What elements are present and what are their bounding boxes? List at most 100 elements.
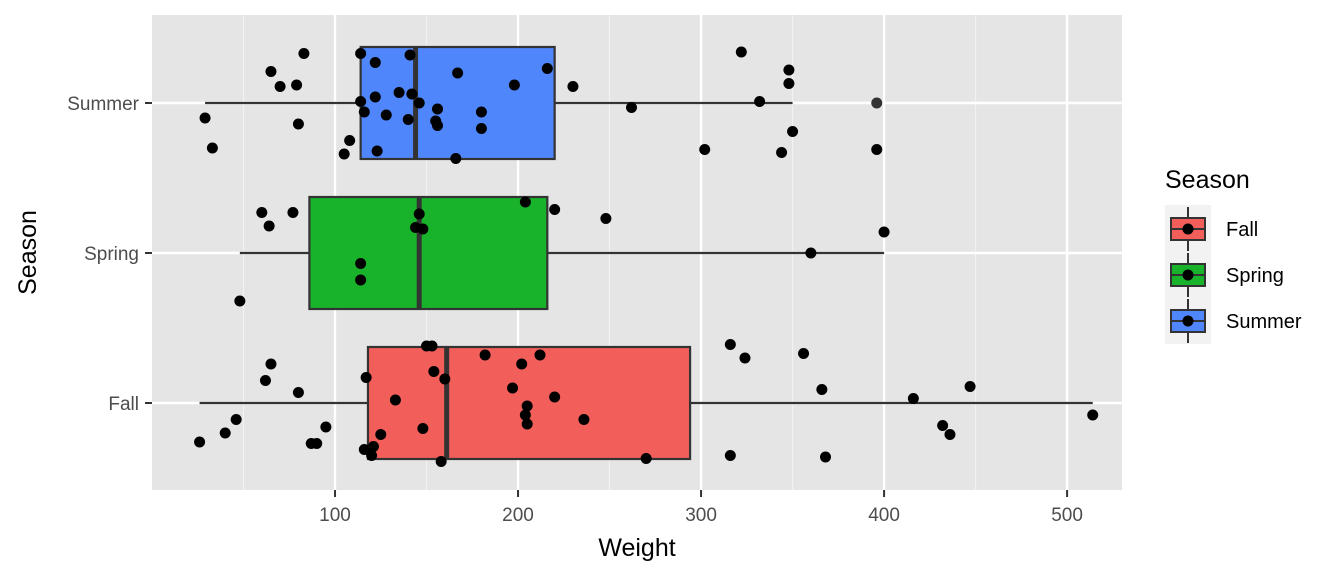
data-point: [816, 384, 828, 395]
data-point: [549, 391, 561, 403]
data-point: [355, 274, 367, 286]
data-point: [355, 48, 367, 59]
data-point: [389, 394, 401, 406]
data-point: [871, 144, 883, 155]
data-point: [475, 123, 487, 134]
data-point: [452, 67, 464, 79]
data-point: [534, 349, 546, 361]
x-axis-title: Weight: [598, 534, 675, 562]
data-point: [206, 142, 218, 154]
data-point: [735, 46, 747, 58]
data-point: [320, 421, 332, 433]
legend-item-spring: Spring: [1170, 253, 1284, 297]
legend-item-summer: Summer: [1170, 299, 1302, 343]
data-point: [199, 112, 211, 124]
data-point: [450, 153, 462, 164]
data-point: [369, 57, 381, 68]
data-point: [432, 103, 444, 115]
data-point: [371, 145, 383, 157]
data-point: [194, 436, 206, 448]
data-point: [256, 207, 268, 218]
data-point: [219, 427, 231, 439]
data-point: [739, 352, 751, 364]
data-point: [475, 106, 487, 118]
data-point: [798, 348, 810, 359]
data-point: [432, 120, 444, 131]
data-point: [291, 79, 303, 91]
data-point: [274, 81, 286, 92]
data-point: [439, 373, 451, 385]
data-point: [516, 358, 528, 370]
data-point: [754, 96, 766, 107]
data-point: [699, 144, 711, 155]
data-point: [521, 400, 533, 412]
data-point: [426, 340, 438, 352]
data-point: [230, 414, 242, 425]
data-point: [578, 414, 590, 425]
data-point: [549, 204, 561, 215]
data-point: [406, 88, 418, 100]
data-point: [360, 372, 372, 383]
legend-label: Spring: [1226, 265, 1284, 287]
data-point: [435, 456, 447, 467]
data-point: [878, 226, 890, 238]
legend-key-point: [1182, 269, 1194, 281]
data-point: [600, 213, 612, 224]
data-point: [393, 87, 405, 98]
data-point: [355, 96, 367, 107]
data-point: [292, 118, 304, 130]
data-point: [417, 223, 429, 235]
data-point: [413, 208, 425, 220]
data-point: [944, 429, 956, 440]
data-point: [519, 196, 531, 208]
data-point: [776, 147, 788, 158]
data-point: [358, 444, 370, 455]
data-point: [402, 114, 414, 125]
data-point: [519, 409, 531, 421]
x-tick-label: 200: [502, 505, 534, 526]
data-point: [417, 423, 429, 434]
data-point: [366, 450, 378, 461]
x-tick-label: 300: [685, 505, 717, 526]
box-spring: [308, 195, 549, 311]
data-point: [234, 295, 246, 307]
x-tick-label: 400: [868, 505, 900, 526]
data-point: [783, 78, 795, 89]
data-point: [724, 339, 736, 350]
data-point: [724, 450, 736, 461]
data-point: [479, 349, 491, 361]
jitter-points-layer: [194, 46, 1099, 467]
data-point: [507, 382, 519, 394]
data-point: [358, 106, 370, 118]
boxplot-layer: [199, 45, 1093, 461]
data-point: [265, 66, 277, 77]
data-point: [367, 441, 379, 452]
data-point: [428, 366, 440, 377]
y-tick-label: Spring: [84, 244, 139, 265]
data-point: [287, 207, 299, 218]
data-point: [380, 109, 392, 121]
box-summer: [359, 45, 556, 161]
data-point: [541, 63, 553, 74]
data-point: [805, 247, 817, 259]
data-point: [508, 79, 520, 91]
data-point: [369, 91, 381, 103]
y-axis-title: Season: [14, 210, 42, 295]
legend-item-fall: Fall: [1170, 207, 1258, 251]
data-point: [375, 429, 387, 440]
legend-key-point: [1182, 223, 1194, 235]
data-point: [311, 438, 323, 449]
data-point: [263, 220, 275, 232]
data-point: [338, 148, 350, 160]
data-point: [937, 420, 949, 431]
x-tick-label: 500: [1051, 505, 1083, 526]
data-point: [964, 381, 976, 392]
data-point: [521, 418, 533, 430]
data-point: [787, 126, 799, 137]
y-tick-label: Summer: [67, 94, 139, 115]
legend-label: Summer: [1226, 311, 1302, 333]
data-point: [355, 258, 367, 269]
y-tick-label: Fall: [108, 394, 139, 415]
data-point: [1087, 409, 1099, 421]
data-point: [820, 451, 832, 463]
